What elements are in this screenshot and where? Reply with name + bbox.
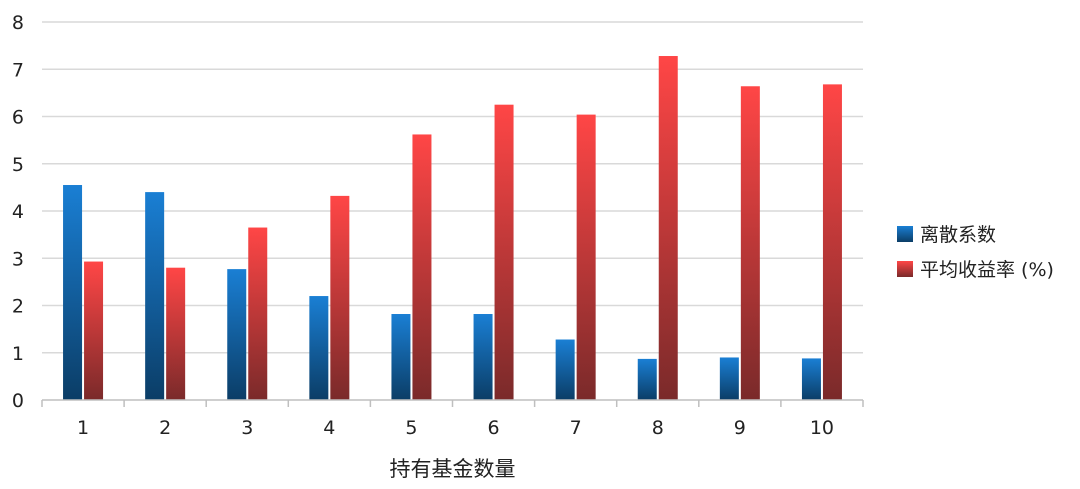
y-tick-label: 1 bbox=[12, 343, 24, 365]
bar-series-1 bbox=[63, 185, 83, 400]
bar-series-2 bbox=[576, 114, 596, 401]
bar-series-2 bbox=[740, 86, 760, 400]
legend-label: 离散系数 bbox=[920, 224, 996, 246]
y-tick-label: 4 bbox=[12, 201, 24, 223]
bar-series-1 bbox=[145, 192, 165, 400]
x-axis bbox=[41, 399, 864, 407]
bar-series-1 bbox=[801, 358, 821, 400]
x-tick-label: 7 bbox=[570, 417, 582, 439]
y-axis-tick-labels: 0 1 2 3 4 5 6 7 8 bbox=[12, 12, 24, 412]
y-tick-label: 0 bbox=[12, 390, 24, 412]
x-axis-tick-labels: 1 2 3 4 5 6 7 8 9 10 bbox=[77, 417, 834, 439]
y-tick-label: 6 bbox=[12, 107, 24, 129]
x-tick-label: 5 bbox=[405, 417, 417, 439]
x-tick-label: 4 bbox=[323, 417, 335, 439]
x-tick-label: 9 bbox=[734, 417, 746, 439]
bar-series-1 bbox=[309, 296, 329, 400]
bar-series-1 bbox=[719, 357, 739, 400]
bar-series-2 bbox=[330, 195, 350, 400]
bar-series-1 bbox=[473, 314, 493, 400]
bar-series-2 bbox=[822, 84, 842, 401]
x-tick-label: 2 bbox=[159, 417, 171, 439]
bar-series-2 bbox=[494, 104, 514, 400]
x-tick-label: 8 bbox=[652, 417, 664, 439]
legend-label: 平均收益率 (%) bbox=[920, 259, 1054, 281]
y-tick-label: 2 bbox=[12, 296, 24, 318]
y-tick-label: 3 bbox=[12, 248, 24, 270]
bar-series-1 bbox=[637, 358, 657, 400]
bar-series-2 bbox=[248, 227, 268, 400]
x-tick-label: 3 bbox=[241, 417, 253, 439]
bar-series-2 bbox=[658, 56, 678, 401]
bar-series-2 bbox=[166, 267, 186, 400]
x-tick-label: 6 bbox=[488, 417, 500, 439]
bars bbox=[63, 56, 842, 401]
bar-series-1 bbox=[391, 314, 411, 400]
legend-swatch bbox=[897, 261, 913, 277]
y-tick-label: 7 bbox=[12, 59, 24, 81]
x-tick-label: 10 bbox=[810, 417, 834, 439]
y-tick-label: 8 bbox=[12, 12, 24, 34]
bar-series-2 bbox=[84, 261, 104, 400]
gridlines bbox=[42, 21, 863, 354]
legend-swatch bbox=[897, 226, 913, 242]
y-tick-label: 5 bbox=[12, 154, 24, 176]
bar-series-2 bbox=[412, 134, 432, 400]
x-axis-title: 持有基金数量 bbox=[390, 457, 516, 481]
bar-series-1 bbox=[227, 269, 247, 400]
x-tick-label: 1 bbox=[77, 417, 89, 439]
bar-series-1 bbox=[555, 339, 575, 400]
